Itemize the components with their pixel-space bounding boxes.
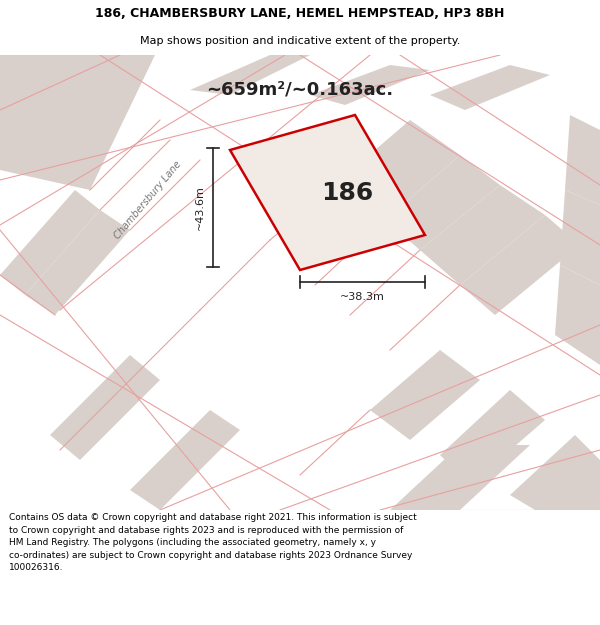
Polygon shape: [565, 115, 600, 205]
Polygon shape: [385, 155, 500, 250]
Polygon shape: [440, 390, 545, 485]
Polygon shape: [0, 190, 100, 295]
Polygon shape: [130, 410, 240, 510]
Polygon shape: [460, 215, 580, 315]
Text: ~43.6m: ~43.6m: [195, 185, 205, 230]
Text: ~38.3m: ~38.3m: [340, 292, 385, 302]
Polygon shape: [555, 265, 600, 365]
Text: ~659m²/~0.163ac.: ~659m²/~0.163ac.: [206, 80, 394, 98]
Polygon shape: [310, 65, 430, 105]
Text: Map shows position and indicative extent of the property.: Map shows position and indicative extent…: [140, 36, 460, 46]
Polygon shape: [430, 65, 550, 110]
Polygon shape: [420, 185, 545, 285]
Text: Contains OS data © Crown copyright and database right 2021. This information is : Contains OS data © Crown copyright and d…: [9, 514, 417, 572]
Polygon shape: [560, 190, 600, 285]
Polygon shape: [390, 445, 530, 510]
Polygon shape: [340, 120, 460, 220]
Polygon shape: [510, 435, 600, 510]
Polygon shape: [370, 350, 480, 440]
Polygon shape: [50, 355, 160, 460]
Polygon shape: [230, 115, 425, 270]
Text: 186: 186: [322, 181, 374, 204]
Text: Chambersbury Lane: Chambersbury Lane: [113, 159, 184, 241]
Text: 186, CHAMBERSBURY LANE, HEMEL HEMPSTEAD, HP3 8BH: 186, CHAMBERSBURY LANE, HEMEL HEMPSTEAD,…: [95, 8, 505, 20]
Polygon shape: [0, 55, 155, 190]
Polygon shape: [25, 210, 130, 315]
Polygon shape: [480, 470, 600, 510]
Polygon shape: [190, 55, 310, 95]
Polygon shape: [0, 55, 60, 130]
